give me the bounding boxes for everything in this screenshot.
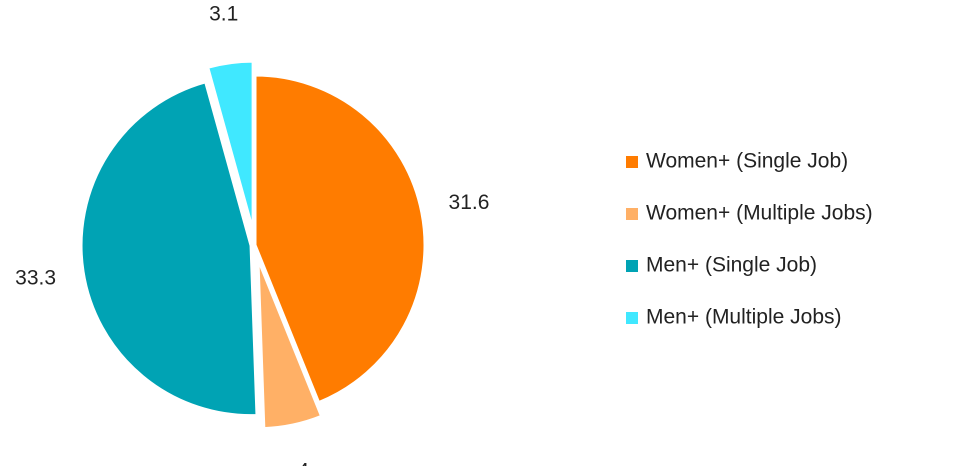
legend-swatch <box>626 208 638 220</box>
data-label: 4 <box>297 459 309 466</box>
legend-swatch <box>626 156 638 168</box>
legend-label: Men+ (Single Job) <box>646 254 817 277</box>
data-label: 31.6 <box>449 191 490 214</box>
legend-label: Women+ (Single Job) <box>646 150 848 173</box>
data-label: 3.1 <box>209 3 238 26</box>
pie-slice <box>253 73 427 405</box>
data-label: 33.3 <box>15 266 56 289</box>
legend-label: Women+ (Multiple Jobs) <box>646 202 873 225</box>
pie-slice <box>256 257 324 431</box>
legend-label: Men+ (Multiple Jobs) <box>646 306 842 329</box>
pie-slice <box>206 59 255 233</box>
legend-swatch <box>626 260 638 272</box>
legend-swatch <box>626 312 638 324</box>
pie-slice <box>79 80 259 418</box>
